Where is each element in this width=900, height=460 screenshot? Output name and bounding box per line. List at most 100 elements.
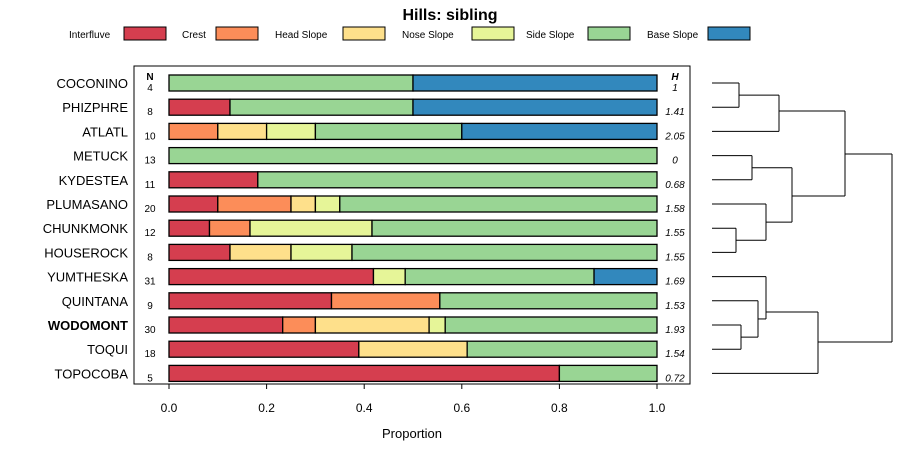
bar-segment [168,292,333,310]
row-n: 20 [144,204,156,215]
row-n: 11 [145,180,156,191]
row-n: 13 [144,156,156,167]
bar-segment [217,122,268,141]
row-h: 1.93 [665,325,685,336]
bar-segment [208,219,251,237]
row-label: PLUMASANO [46,197,128,212]
row-n: 4 [147,83,153,94]
bar-segment [229,98,414,116]
x-tick-label: 0.8 [551,401,568,415]
row-h: 2.05 [664,131,685,142]
h-column-header: H [671,72,679,83]
row-label: ATLATL [82,124,128,139]
row-n: 12 [144,228,156,239]
bar-segment [168,195,219,213]
row-h: 1.69 [665,277,685,288]
plot-frame [133,65,691,385]
legend-label: Interfluve [69,30,111,41]
bar-segment [168,74,414,92]
bar-segment [439,292,658,310]
row-n: 8 [147,107,153,118]
bar-segment [217,195,292,213]
row-label: METUCK [73,149,128,164]
bar-segment [290,243,353,262]
row-label: PHIZPHRE [62,100,128,115]
bar-segment [168,98,231,116]
bar-segment [282,316,317,334]
row-h: 1.55 [665,252,685,263]
bar-area [168,74,658,383]
bar-segment [168,267,375,286]
row-h: 1.41 [665,107,684,118]
bar-segment [168,171,259,189]
legend-swatch [215,26,259,41]
row-n: 30 [144,325,156,336]
row-label: KYDESTEA [59,173,129,188]
row-h: 1.58 [665,204,685,215]
row-label: HOUSEROCK [44,245,128,260]
bar-segment [249,219,373,237]
row-label: WODOMONT [48,318,128,333]
row-h: 0 [672,156,678,167]
row-labels: COCONINO 4 1 PHIZPHRE 8 1.41 ATLATL 10 2.05 METUC… [43,76,685,384]
row-n: 31 [144,277,156,288]
row-h: 0.68 [665,180,685,191]
legend-label: Nose Slope [402,30,454,41]
n-column-header: N [146,72,153,83]
row-label: TOQUI [87,342,128,357]
legend-swatch [587,26,631,41]
row-h: 1 [672,83,678,94]
legend: Interfluve Crest Head Slope Nose Slope Side … [69,26,751,41]
row-h: 1.54 [665,349,685,360]
bar-segment [558,364,658,383]
legend-label: Head Slope [275,30,328,41]
x-axis: 0.0 0.2 0.4 0.6 0.8 1.0 [161,384,666,415]
bar-segment [372,267,406,286]
bar-segment [330,292,441,310]
bar-segment [257,171,658,189]
legend-label: Side Slope [526,30,575,41]
bar-segment [371,219,658,237]
row-n: 8 [147,252,153,263]
bar-segment [168,219,211,237]
bar-segment [358,340,468,358]
bar-segment [168,243,231,262]
chart-title: Hills: sibling [402,7,497,24]
legend-label: Crest [182,30,206,41]
row-n: 5 [147,373,153,384]
bar-segment [593,267,658,286]
bar-segment [466,340,658,358]
bar-segment [444,316,658,334]
row-n: 10 [144,131,156,142]
bar-segment [168,146,658,165]
legend-swatch [123,26,167,41]
bar-segment [168,364,561,383]
bar-segment [314,195,341,213]
legend-swatch [342,26,386,41]
bar-segment [229,243,292,262]
row-h: 1.55 [665,228,685,239]
x-tick-label: 0.4 [356,401,373,415]
row-label: COCONINO [57,76,129,91]
bar-segment [428,316,446,334]
row-n: 18 [144,349,156,360]
bar-segment [351,243,658,262]
dendrogram [712,82,893,374]
bar-segment [461,122,658,141]
legend-label: Base Slope [647,30,699,41]
x-tick-label: 0.2 [258,401,275,415]
bar-segment [290,195,317,213]
bar-segment [168,122,219,141]
bar-segment [412,74,658,92]
legend-swatch [707,26,751,41]
row-h: 1.53 [665,301,685,312]
x-tick-label: 0.6 [453,401,470,415]
x-tick-label: 0.0 [161,401,178,415]
bar-segment [314,316,430,334]
legend-swatch [471,26,515,41]
row-label: YUMTHESKA [47,270,128,285]
row-label: CHUNKMONK [43,221,129,236]
bar-segment [404,267,595,286]
row-n: 9 [147,301,153,312]
